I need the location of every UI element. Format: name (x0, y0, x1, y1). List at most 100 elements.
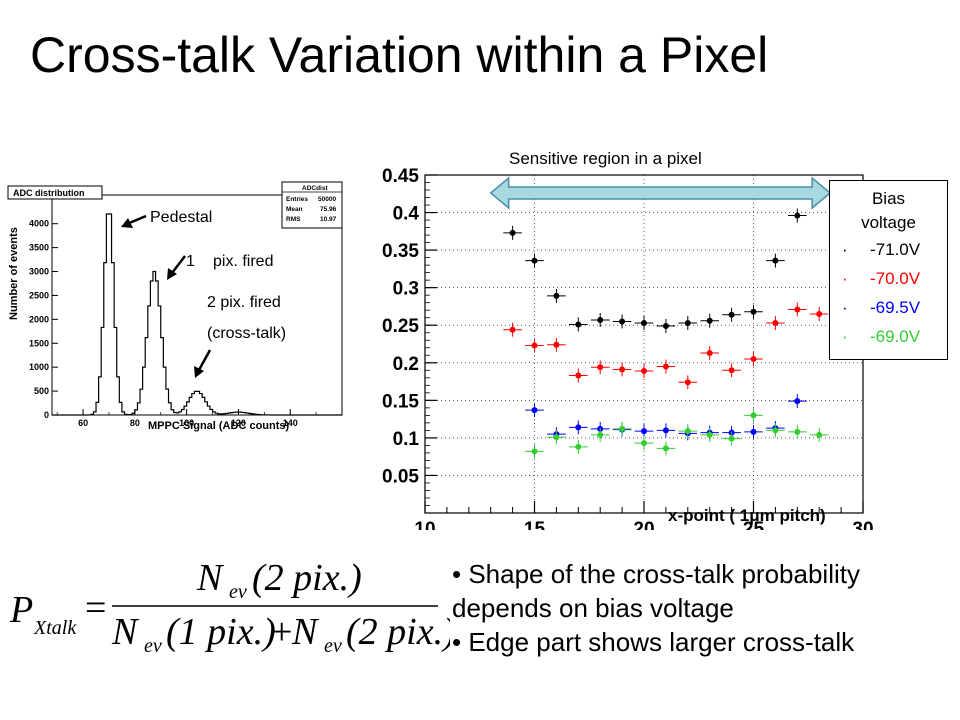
formula-den-a-sub: ev (144, 635, 162, 657)
bullet-1: • Shape of the cross-talk probability (452, 559, 860, 589)
data-point (547, 337, 566, 352)
data-point (590, 312, 610, 327)
plot-y-tick-label: 0.2 (393, 354, 419, 375)
data-point (787, 302, 807, 317)
formula-numerator-sub: ev (229, 581, 247, 603)
hist-x-tick-label: 100 (179, 418, 194, 428)
formula-den-b-arg: (2 pix.) (346, 611, 450, 653)
formula-den-b-sub: ev (324, 635, 342, 657)
xtalk-formula: P Xtalk = N ev (2 pix.) N ev (1 pix.) + … (9, 557, 450, 657)
data-point (547, 430, 566, 445)
plot-xlabel: x-point ( 1μm pitch) (668, 506, 826, 525)
legend-marker: · (842, 239, 848, 259)
two-pix-label-2: (cross-talk) (207, 325, 286, 342)
legend-label: -69.0V (870, 326, 921, 346)
data-point (612, 362, 632, 377)
data-point (525, 253, 544, 268)
data-point (525, 403, 544, 418)
data-point (744, 408, 763, 423)
formula-den-plus: + (271, 611, 292, 653)
data-point (568, 439, 588, 454)
plot-y-tick-label: 0.35 (382, 241, 419, 262)
data-point (678, 424, 698, 439)
stats-title: ADCdist (302, 185, 328, 192)
data-point (612, 314, 632, 329)
legend-entry-69: · -69.0V (830, 322, 947, 351)
pedestal-arrowhead (121, 218, 133, 228)
data-point (744, 352, 763, 367)
plot-x-tick-label: 10 (414, 519, 435, 530)
two-pix-arrow (197, 349, 212, 371)
formula-den-b: N (291, 611, 320, 653)
legend-label: -70.0V (870, 268, 921, 288)
hist-x-tick-label: 120 (231, 418, 246, 428)
data-point (656, 318, 676, 333)
data-point (766, 253, 785, 268)
formula-numerator: N (196, 557, 225, 599)
formula-den-a-arg: (1 pix.) (166, 611, 276, 653)
xtalk-scatter-plot: Sensitive region in a pixel 10 15 20 25 30 0.… (382, 149, 874, 530)
legend-entry-71: · -71.0V (830, 235, 947, 264)
one-pix-arrowhead (167, 268, 177, 280)
plot-y-tick-label: 0.05 (382, 466, 419, 487)
hist-x-tick-label: 80 (130, 418, 140, 428)
data-point (787, 424, 807, 439)
formula-den-a: N (111, 611, 140, 653)
hist-y-tick-label: 2500 (29, 290, 49, 300)
data-point (634, 424, 654, 439)
hist-x-tick-label: 140 (283, 418, 298, 428)
formula-lhs-sub: Xtalk (33, 617, 77, 639)
plot-x-tick-label: 15 (524, 519, 546, 530)
stats-mean-label: Mean (286, 206, 303, 213)
legend-entry-70: · -70.0V (830, 264, 947, 293)
legend-entry-69-5: · -69.5V (830, 293, 947, 322)
data-point (503, 322, 522, 337)
hist-y-tick-label: 4000 (29, 219, 49, 229)
stats-entries-label: Entries (286, 196, 308, 203)
legend-marker: · (842, 297, 848, 317)
bias-voltage-legend: Bias voltage · -71.0V · -70.0V · -69.5V … (829, 180, 948, 360)
data-point (590, 360, 610, 375)
data-point (766, 423, 785, 438)
slide-title: Cross-talk Variation within a Pixel (30, 27, 769, 83)
data-point (568, 420, 588, 435)
data-point (787, 394, 807, 409)
legend-label: -71.0V (870, 239, 921, 259)
formula-numerator-arg: (2 pix.) (252, 557, 362, 599)
bullet-3: • Edge part shows larger cross-talk (452, 627, 855, 657)
hist-y-tick-label: 0 (44, 410, 49, 420)
data-point (678, 375, 698, 390)
data-point (809, 427, 829, 442)
data-point (590, 427, 610, 442)
two-pix-arrowhead (194, 366, 204, 378)
data-point (568, 368, 588, 383)
formula-equals: = (85, 587, 106, 629)
legend-marker: · (842, 268, 848, 288)
plot-x-tick-label: 20 (633, 519, 654, 530)
hist-y-tick-label: 1500 (29, 338, 49, 348)
data-point (722, 363, 741, 378)
legend-marker: · (842, 326, 848, 346)
data-point (656, 423, 676, 438)
hist-ylabel: Number of events (8, 227, 20, 320)
plot-y-tick-label: 0.15 (382, 391, 419, 412)
two-pix-label-1: 2 pix. fired (207, 294, 281, 311)
data-point (634, 436, 654, 451)
hist-title-box (7, 185, 103, 200)
data-point (700, 313, 720, 328)
stats-box (281, 181, 343, 229)
data-point (722, 307, 741, 322)
hist-x-tick-label: 60 (78, 418, 88, 428)
hist-y-tick-label: 1000 (29, 362, 49, 372)
stats-mean-value: 75.96 (320, 206, 337, 213)
stats-entries-value: 50000 (318, 196, 336, 203)
data-point (634, 364, 654, 379)
data-point (568, 317, 588, 332)
one-pix-arrow (171, 255, 186, 274)
hist-frame (51, 194, 343, 416)
plot-y-tick-label: 0.45 (382, 166, 419, 187)
plot-title: Sensitive region in a pixel (509, 149, 702, 168)
hist-xlabel: MPPC Signal (ADC counts) (148, 420, 290, 432)
one-pix-number: 1 (186, 253, 195, 270)
data-point (678, 315, 698, 330)
